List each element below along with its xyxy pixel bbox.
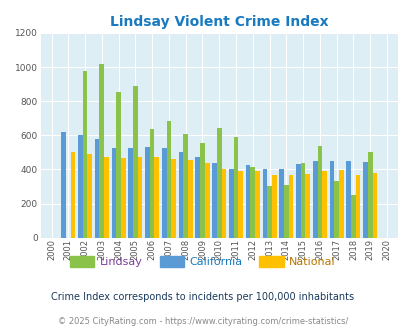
- Bar: [338, 170, 343, 238]
- Bar: [279, 169, 283, 238]
- Bar: [178, 152, 183, 238]
- Bar: [204, 163, 209, 238]
- Bar: [61, 132, 66, 238]
- Bar: [188, 160, 192, 238]
- Bar: [87, 154, 92, 238]
- Bar: [83, 71, 87, 238]
- Bar: [154, 157, 159, 238]
- Bar: [121, 158, 125, 238]
- Bar: [195, 157, 200, 238]
- Bar: [137, 157, 142, 238]
- Title: Lindsay Violent Crime Index: Lindsay Violent Crime Index: [110, 15, 328, 29]
- Bar: [111, 148, 116, 238]
- Legend: Lindsay, California, National: Lindsay, California, National: [66, 251, 339, 271]
- Bar: [355, 175, 360, 238]
- Bar: [288, 175, 293, 238]
- Bar: [171, 159, 175, 238]
- Bar: [116, 92, 121, 238]
- Bar: [329, 161, 333, 238]
- Bar: [295, 164, 300, 238]
- Bar: [345, 161, 350, 238]
- Bar: [266, 186, 271, 238]
- Bar: [94, 139, 99, 238]
- Bar: [283, 185, 288, 238]
- Bar: [183, 134, 188, 238]
- Text: © 2025 CityRating.com - https://www.cityrating.com/crime-statistics/: © 2025 CityRating.com - https://www.city…: [58, 317, 347, 326]
- Bar: [254, 171, 259, 238]
- Bar: [212, 163, 216, 238]
- Bar: [250, 167, 254, 238]
- Bar: [305, 174, 309, 238]
- Bar: [233, 137, 238, 238]
- Text: Crime Index corresponds to incidents per 100,000 inhabitants: Crime Index corresponds to incidents per…: [51, 292, 354, 302]
- Bar: [322, 171, 326, 238]
- Bar: [333, 181, 338, 238]
- Bar: [99, 64, 104, 238]
- Bar: [317, 147, 322, 238]
- Bar: [166, 121, 171, 238]
- Bar: [162, 148, 166, 238]
- Bar: [216, 128, 221, 238]
- Bar: [262, 169, 266, 238]
- Bar: [221, 169, 226, 238]
- Bar: [228, 169, 233, 238]
- Bar: [245, 165, 250, 238]
- Bar: [312, 161, 317, 238]
- Bar: [372, 173, 376, 238]
- Bar: [367, 152, 372, 238]
- Bar: [128, 148, 133, 238]
- Bar: [271, 175, 276, 238]
- Bar: [104, 157, 109, 238]
- Bar: [300, 163, 305, 238]
- Bar: [133, 86, 137, 238]
- Bar: [78, 135, 83, 238]
- Bar: [350, 195, 355, 238]
- Bar: [149, 129, 154, 238]
- Bar: [238, 171, 243, 238]
- Bar: [145, 147, 149, 238]
- Bar: [200, 143, 204, 238]
- Bar: [70, 152, 75, 238]
- Bar: [362, 162, 367, 238]
